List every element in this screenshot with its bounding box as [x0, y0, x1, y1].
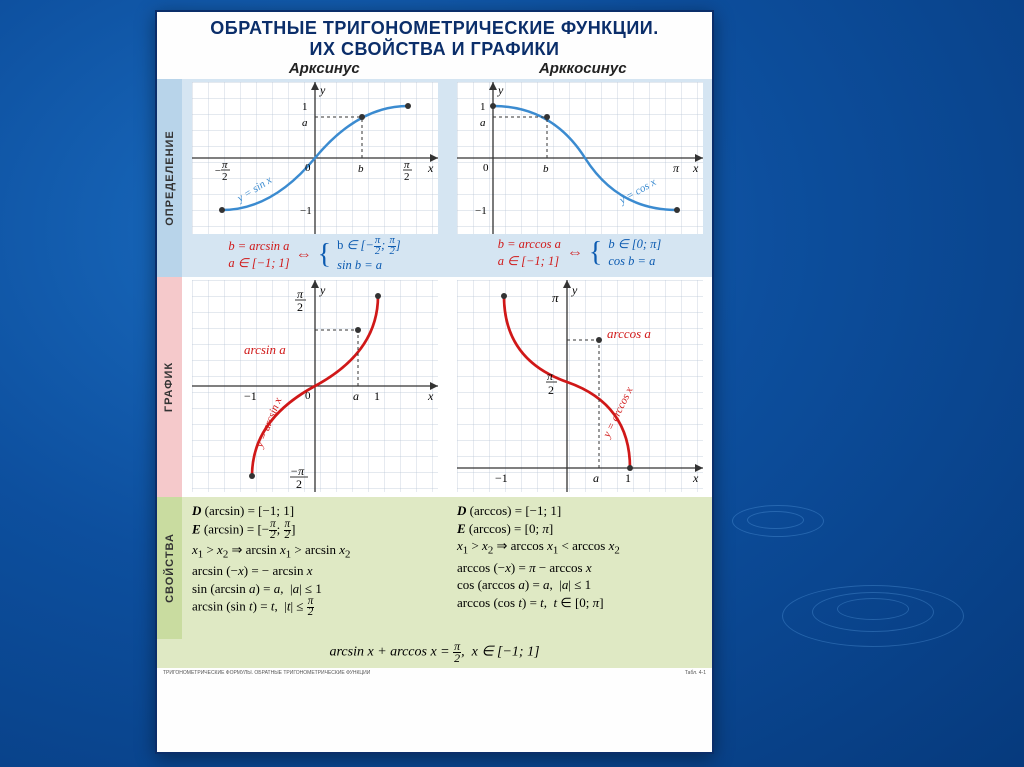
row-properties: СВОЙСТВА D (arcsin) = [−1; 1] E (arcsin)…	[157, 497, 712, 639]
svg-text:arcsin a: arcsin a	[244, 342, 286, 357]
svg-text:a: a	[593, 471, 599, 485]
svg-text:−1: −1	[244, 389, 257, 403]
svg-text:−: −	[214, 165, 221, 177]
svg-text:1: 1	[480, 101, 486, 113]
svg-text:1: 1	[302, 101, 308, 113]
column-headers: Арксинус Арккосинус	[157, 59, 712, 79]
svg-text:π: π	[222, 159, 228, 171]
svg-text:2: 2	[296, 477, 302, 491]
chart-sin: y x 1 a −1 0 b − π 2 π 2 y = sin x	[192, 82, 438, 234]
svg-text:2: 2	[222, 171, 228, 183]
col-arccos: Арккосинус	[454, 60, 713, 77]
title-line1: ОБРАТНЫЕ ТРИГОНОМЕТРИЧЕСКИЕ ФУНКЦИИ.	[161, 18, 708, 39]
side-label-definition: ОПРЕДЕЛЕНИЕ	[157, 79, 182, 277]
svg-text:2: 2	[404, 171, 410, 183]
panel-cos-definition: y x 1 a −1 0 b π y = cos x b = arccos aa…	[447, 79, 712, 277]
poster-title: ОБРАТНЫЕ ТРИГОНОМЕТРИЧЕСКИЕ ФУНКЦИИ. ИХ …	[157, 12, 712, 59]
svg-text:−π: −π	[290, 464, 305, 478]
identity-sum: arcsin x + arccos x = π2, x ∈ [−1; 1]	[157, 639, 712, 667]
svg-text:π: π	[552, 290, 559, 305]
row-definition: ОПРЕДЕЛЕНИЕ y x 1 a −	[157, 79, 712, 277]
row-graph: ГРАФИК y x π 2 −π 2 −1	[157, 277, 712, 497]
svg-text:π: π	[673, 161, 680, 175]
svg-text:a: a	[353, 389, 359, 403]
svg-text:π: π	[404, 159, 410, 171]
svg-text:2: 2	[297, 300, 303, 314]
side-label-graph: ГРАФИК	[157, 277, 182, 497]
chart-arcsin: y x π 2 −π 2 −1 a 1 0 arcsin a y = arcsi…	[192, 280, 438, 492]
svg-text:y: y	[319, 283, 326, 297]
svg-text:x: x	[427, 161, 434, 175]
props-arcsin: D (arcsin) = [−1; 1] E (arcsin) = [−π2; …	[182, 497, 447, 639]
svg-text:y: y	[319, 83, 326, 97]
svg-text:x: x	[692, 471, 699, 485]
chart-arccos: y x π π 2 −1 a 1 arccos a y = arccos x	[457, 280, 703, 492]
svg-text:arccos a: arccos a	[607, 326, 651, 341]
svg-text:π: π	[297, 287, 304, 301]
svg-text:0: 0	[305, 162, 311, 174]
svg-text:−1: −1	[475, 205, 487, 217]
foot-left: ТРИГОНОМЕТРИЧЕСКИЕ ФОРМУЛЫ. ОБРАТНЫЕ ТРИ…	[163, 670, 370, 676]
footer: ТРИГОНОМЕТРИЧЕСКИЕ ФОРМУЛЫ. ОБРАТНЫЕ ТРИ…	[157, 668, 712, 678]
svg-text:y: y	[571, 283, 578, 297]
chart-cos: y x 1 a −1 0 b π y = cos x	[457, 82, 703, 234]
svg-text:2: 2	[548, 383, 554, 397]
poster: ОБРАТНЫЕ ТРИГОНОМЕТРИЧЕСКИЕ ФУНКЦИИ. ИХ …	[155, 10, 714, 754]
svg-text:1: 1	[374, 389, 380, 403]
svg-text:0: 0	[305, 390, 311, 402]
svg-text:−1: −1	[300, 205, 312, 217]
formula-arccos-def: b = arccos aa ∈ [−1; 1] ⇔ { b ∈ [0; π]co…	[498, 236, 662, 270]
svg-text:b: b	[543, 163, 549, 175]
panel-arcsin-graph: y x π 2 −π 2 −1 a 1 0 arcsin a y = arcsi…	[182, 277, 447, 497]
svg-text:x: x	[692, 161, 699, 175]
svg-text:x: x	[427, 389, 434, 403]
svg-text:−1: −1	[495, 471, 508, 485]
props-arccos: D (arccos) = [−1; 1] E (arccos) = [0; π]…	[447, 497, 712, 639]
svg-text:y: y	[497, 83, 504, 97]
col-arcsin: Арксинус	[195, 60, 454, 77]
svg-text:0: 0	[483, 162, 489, 174]
panel-sin-definition: y x 1 a −1 0 b − π 2 π 2 y = sin x b = a…	[182, 79, 447, 277]
svg-text:a: a	[302, 117, 308, 129]
svg-text:a: a	[480, 117, 486, 129]
side-label-properties: СВОЙСТВА	[157, 497, 182, 639]
foot-right: Табл. 4-1	[685, 670, 706, 676]
svg-text:1: 1	[625, 471, 631, 485]
title-line2: ИХ СВОЙСТВА И ГРАФИКИ	[161, 39, 708, 60]
svg-text:π: π	[547, 369, 554, 383]
formula-arcsin-def: b = arcsin aa ∈ [−1; 1] ⇔ { b ∈ [−π2; π2…	[228, 236, 400, 273]
panel-arccos-graph: y x π π 2 −1 a 1 arccos a y = arccos x	[447, 277, 712, 497]
svg-text:b: b	[358, 163, 364, 175]
